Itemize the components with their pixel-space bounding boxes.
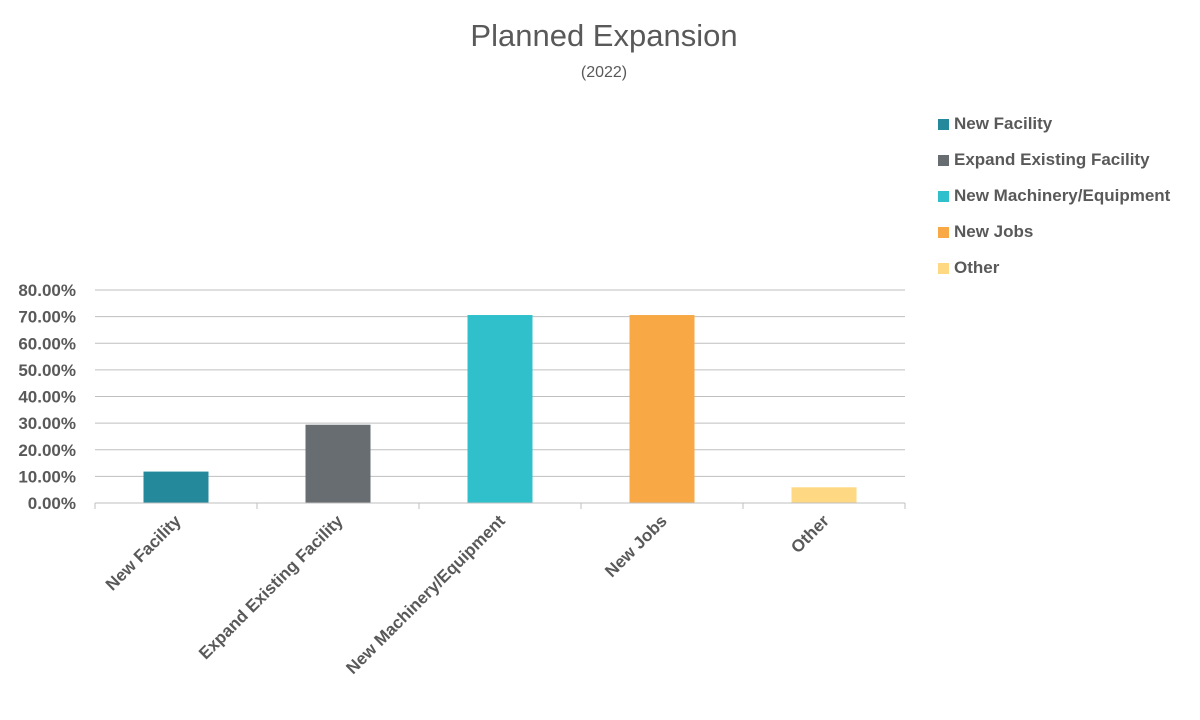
bar-expand-existing-facility [305, 424, 371, 503]
y-tick-label: 60.00% [18, 334, 76, 353]
x-tick-label: Expand Existing Facility [195, 511, 347, 663]
bar-new-machinery-equipment [467, 315, 533, 503]
legend-label: New Jobs [954, 222, 1034, 241]
legend-item-new-facility: New Facility [938, 106, 1170, 142]
y-tick-label: 50.00% [18, 361, 76, 380]
legend-item-other: Other [938, 250, 1170, 286]
x-tick-label: New Facility [102, 511, 185, 594]
legend-label: New Machinery/Equipment [954, 186, 1171, 205]
legend-label: Other [954, 258, 1000, 277]
y-tick-label: 40.00% [18, 388, 76, 407]
legend-swatch [938, 190, 949, 202]
chart-title: Planned Expansion [470, 18, 738, 53]
x-tick-label: New Machinery/Equipment [342, 511, 509, 678]
y-tick-label: 0.00% [28, 494, 76, 513]
legend-swatch [938, 154, 949, 166]
legend-swatch [938, 262, 949, 274]
legend-swatch [938, 226, 949, 238]
legend-label: Expand Existing Facility [954, 150, 1150, 169]
x-tick-label: Other [787, 511, 833, 557]
bar-new-facility [143, 471, 209, 503]
legend-label: New Facility [954, 114, 1053, 133]
legend-swatch [938, 118, 949, 130]
legend-item-new-machinery-equipment: New Machinery/Equipment [938, 178, 1170, 214]
x-tick-label: New Jobs [601, 511, 671, 581]
y-tick-label: 30.00% [18, 414, 76, 433]
y-tick-label: 20.00% [18, 441, 76, 460]
y-tick-label: 80.00% [18, 281, 76, 300]
chart-subtitle: (2022) [580, 64, 628, 81]
legend-item-new-jobs: New Jobs [938, 214, 1170, 250]
legend: New Facility Expand Existing Facility Ne… [938, 106, 1170, 286]
y-tick-label: 70.00% [18, 308, 76, 327]
bar-new-jobs [629, 315, 695, 503]
bar-other [791, 487, 857, 503]
legend-item-expand-existing-facility: Expand Existing Facility [938, 142, 1170, 178]
y-tick-label: 10.00% [18, 467, 76, 486]
